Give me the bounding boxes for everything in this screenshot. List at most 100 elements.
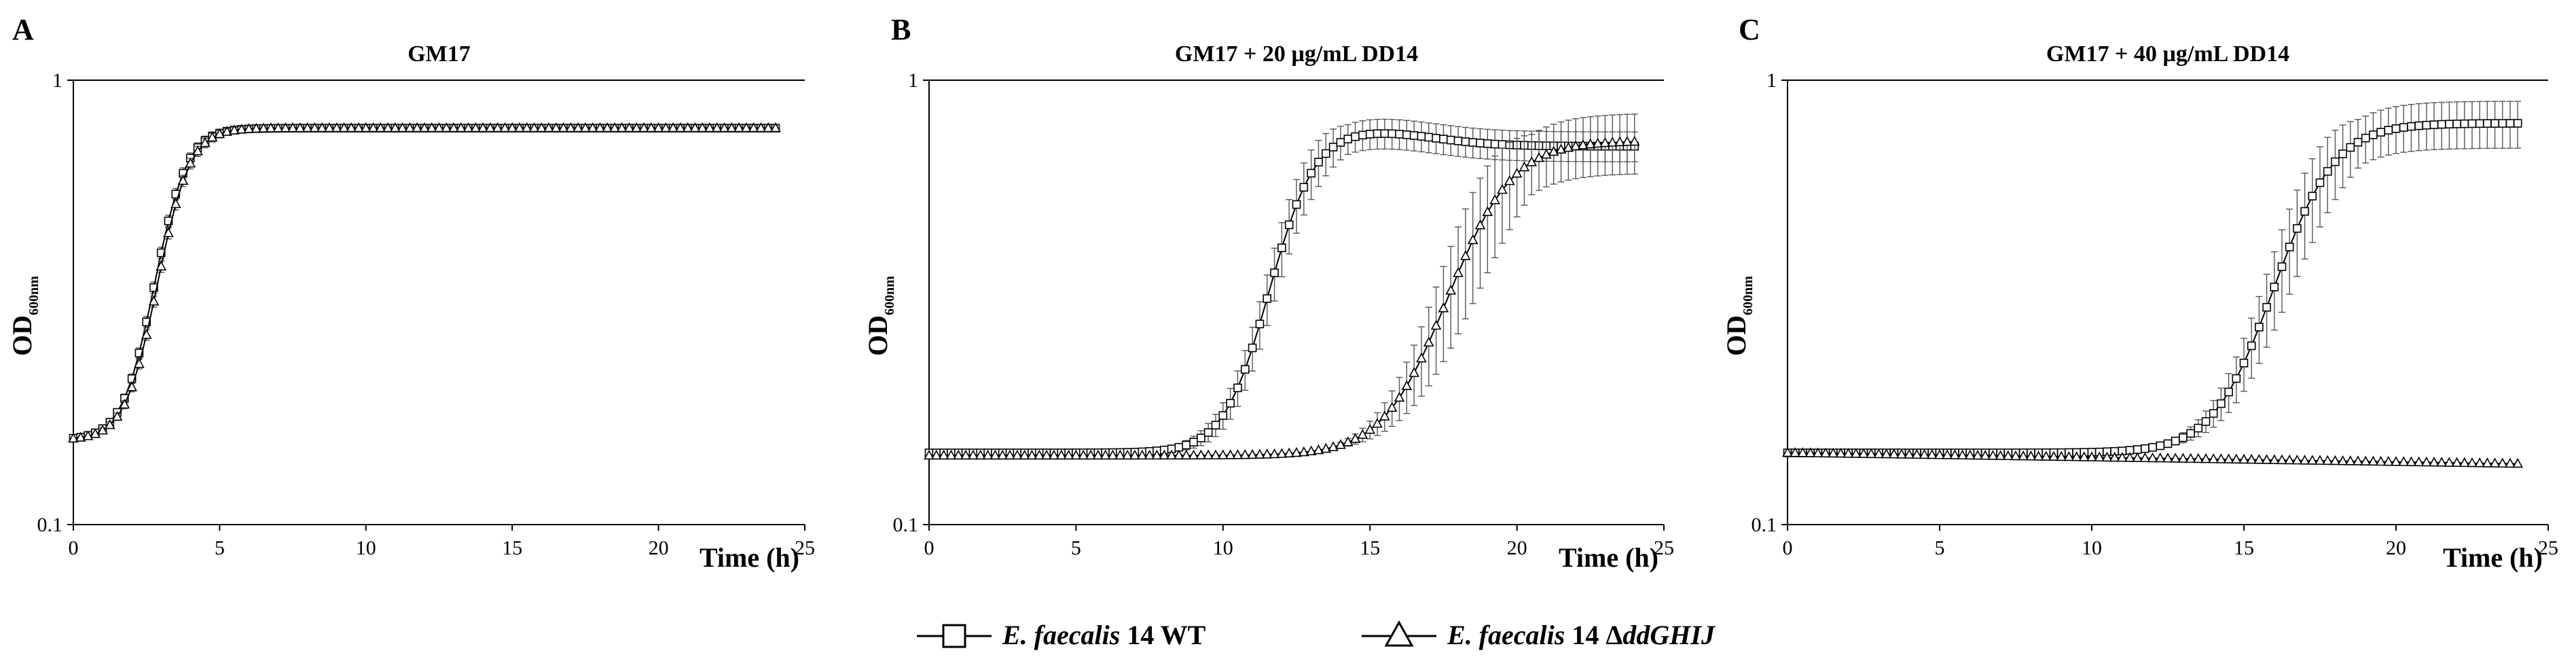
data-point-triangle [550,122,562,133]
y-tick-label: 0.1 [1752,514,1777,536]
data-point-triangle [433,122,445,133]
data-point-triangle [2246,453,2257,464]
data-point-triangle [1614,136,1625,147]
data-point-square [2315,178,2325,188]
data-point-triangle [1136,449,1148,460]
data-point-square [1387,129,1396,139]
data-point-triangle [616,122,628,133]
series-line [929,141,1635,457]
data-point-square [1483,139,1492,148]
data-point-triangle [1934,449,1945,459]
data-point-triangle [1555,143,1567,154]
data-point-square [2209,409,2218,418]
data-point-triangle [97,424,108,435]
data-point-triangle [1980,450,1991,460]
data-point-square [1314,158,1323,166]
data-point-triangle [2497,457,2508,468]
legend-strain: 14 WT [1120,620,1205,650]
x-tick-label: 25 [2538,537,2558,559]
data-point-square [2224,387,2233,397]
data-point-triangle [2078,451,2090,461]
data-point-triangle [1166,449,1177,460]
y-axis-label-main: OD [1721,315,1752,356]
data-point-square [2483,119,2492,128]
data-point-square [2270,283,2279,292]
data-point-square [2163,439,2173,448]
data-point-triangle [492,122,503,133]
data-point-triangle [2116,452,2128,462]
data-point-triangle [1004,449,1015,460]
data-point-triangle [1873,448,1885,459]
data-point-square [2194,423,2203,433]
data-point-square [1395,130,1404,139]
data-point-triangle [455,122,467,133]
x-tick-label: 5 [1071,537,1081,559]
legend-item: E. faecalis 14 ΔddGHIJ [1362,620,1716,650]
x-tick-label: 5 [215,537,225,559]
x-tick-label: 15 [1360,537,1380,559]
data-point-triangle [975,449,986,460]
data-point-triangle [1526,156,1538,166]
data-point-triangle [2512,457,2524,468]
data-point-triangle [485,122,496,133]
data-point-triangle [68,432,79,443]
data-point-square [2201,417,2211,426]
data-point-triangle [521,122,532,133]
data-point-square [1211,421,1220,429]
data-point-triangle [1911,448,1923,459]
data-point-triangle [2162,453,2173,463]
data-point-triangle [1409,367,1419,377]
data-point-triangle [558,122,569,133]
data-point-triangle [1957,449,1968,460]
data-point-triangle [134,357,145,368]
data-point-triangle [1964,449,1976,460]
data-point-square [1336,138,1345,147]
data-point-square [1373,129,1382,139]
data-point-triangle [1379,410,1390,421]
data-point-square [142,317,151,327]
data-point-square [1365,130,1375,139]
data-point-triangle [594,122,606,133]
panel-title: GM17 + 20 µg/mL DD14 [1175,41,1418,67]
data-point-triangle [2315,455,2325,465]
data-point-triangle [1888,448,1900,459]
panel-title: GM17 [407,41,471,67]
data-point-triangle [1430,319,1442,330]
data-point-square [1299,183,1309,192]
data-point-triangle [1174,449,1184,460]
data-point-triangle [1534,152,1544,162]
data-point-square [2384,126,2393,135]
data-point-triangle [2353,455,2363,465]
data-point-triangle [2337,455,2348,465]
data-point-triangle [2185,453,2196,463]
data-point-square [1468,138,1477,147]
x-tick-label: 20 [649,537,669,559]
data-point-triangle [2230,453,2242,464]
data-point-triangle [668,122,678,133]
data-point-square [2513,119,2522,128]
data-point-triangle [1129,449,1140,460]
data-point-square [2186,429,2195,438]
data-point-triangle [2268,454,2280,464]
data-point-triangle [419,122,430,133]
x-axis-label: Time (h) [700,542,799,573]
data-point-square [1270,268,1279,277]
data-point-square [156,248,166,258]
data-point-triangle [353,122,364,133]
data-point-triangle [2344,455,2356,465]
data-point-triangle [1972,449,1983,460]
data-point-triangle [1445,284,1457,295]
data-point-triangle [382,122,393,133]
data-point-square [1197,434,1205,442]
x-axis-label: Time (h) [1559,542,1658,573]
data-point-triangle [1151,449,1163,460]
data-point-triangle [2010,450,2021,461]
data-point-triangle [2177,453,2189,463]
data-point-square [1226,399,1235,408]
data-point-square [2437,120,2446,129]
data-point-square [2407,122,2416,131]
y-axis-label-main: OD [7,315,37,356]
x-tick-label: 25 [1654,537,1674,559]
data-point-triangle [1085,449,1096,460]
data-point-triangle [2238,453,2249,464]
